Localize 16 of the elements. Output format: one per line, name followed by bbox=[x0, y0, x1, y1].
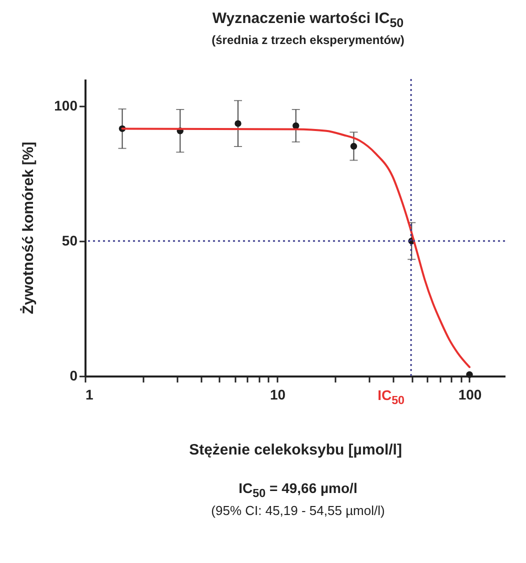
x-tick-label: 100 bbox=[458, 386, 482, 402]
annotation: IC$_{50}$ bbox=[378, 387, 405, 407]
point bbox=[350, 142, 358, 150]
chart-title: Wyznaczenie wartości IC$_{50}$ bbox=[211, 10, 405, 30]
y-axis-title: Żywotność komórek [%] bbox=[20, 142, 38, 314]
x-tick-label: 1 bbox=[86, 386, 94, 402]
x-axis-title: Stężenie celekoksybu [µmol/l] bbox=[189, 442, 402, 458]
text: IC$_{50}$ = 49,66 µmo/l bbox=[238, 480, 358, 500]
text: (95% CI: 45,19 - 54,55 µmol/l) bbox=[210, 502, 386, 518]
chart-subtitle: (średnia z trzech eksperymentów) bbox=[210, 33, 406, 47]
y-tick-label: 50 bbox=[62, 232, 78, 248]
y-tick-label: 100 bbox=[54, 98, 78, 114]
y-tick-label: 0 bbox=[70, 368, 78, 384]
point bbox=[234, 120, 242, 127]
point bbox=[466, 371, 473, 378]
x-tick-label: 10 bbox=[270, 386, 286, 402]
